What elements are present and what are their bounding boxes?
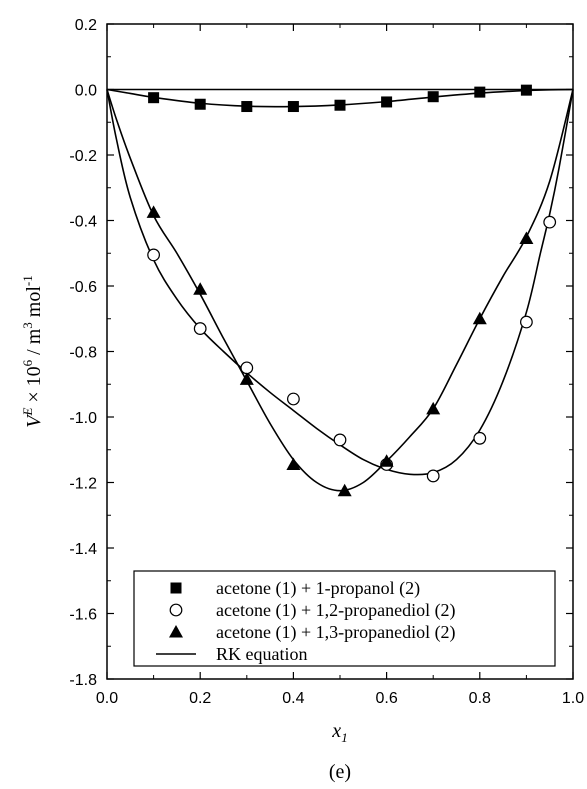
- x-tick-label: 0.6: [375, 690, 397, 707]
- data-point: [543, 215, 557, 229]
- legend-label: acetone (1) + 1-propanol (2): [216, 578, 420, 599]
- legend: acetone (1) + 1-propanol (2)acetone (1) …: [133, 570, 556, 667]
- y-tick-label: 0.0: [75, 83, 97, 100]
- x-tick-label: 1.0: [562, 690, 584, 707]
- figure-caption: (e): [329, 761, 351, 783]
- data-point: [381, 96, 393, 108]
- marker-layer: [146, 84, 557, 497]
- rk-fit-curve: [106, 89, 574, 476]
- data-point: [241, 101, 253, 113]
- data-point: [520, 315, 533, 329]
- legend-box: [133, 570, 556, 667]
- legend-label: acetone (1) + 1,2-propanediol (2): [216, 600, 456, 621]
- data-point: [194, 98, 206, 110]
- data-point: [287, 392, 300, 406]
- y-tick-label: 0.2: [75, 17, 97, 34]
- legend-marker: [169, 625, 183, 638]
- data-point: [193, 322, 207, 335]
- data-point: [334, 99, 346, 111]
- y-tick-label: -0.4: [69, 214, 97, 231]
- y-tick-label: -1.8: [69, 672, 97, 689]
- legend-marker: [170, 582, 182, 594]
- data-point: [379, 454, 394, 467]
- rk-fit-curve: [106, 89, 574, 492]
- y-tick-label: -0.2: [69, 148, 97, 165]
- y-tick-label: -1.6: [69, 607, 97, 624]
- data-point: [426, 469, 440, 483]
- legend-label: acetone (1) + 1,3-propanediol (2): [216, 622, 456, 643]
- data-point: [239, 372, 254, 385]
- data-point: [240, 361, 254, 375]
- legend-marker: [169, 603, 183, 617]
- tick-layer: 0.0 0.2 0.4 0.6 0.8 1.0 0.2 0.0 -0.2 -0.4 -0.6 -0.8…: [69, 17, 584, 707]
- data-point: [427, 91, 439, 103]
- data-point: [333, 433, 347, 447]
- data-point: [520, 84, 532, 96]
- y-tick-label: -1.2: [69, 476, 97, 493]
- data-point: [473, 431, 487, 445]
- data-point: [426, 401, 441, 415]
- data-point: [286, 457, 301, 470]
- y-tick-label: -1.0: [69, 410, 97, 427]
- data-point: [472, 311, 487, 325]
- x-tick-label: 0.4: [282, 690, 304, 707]
- data-point: [148, 92, 160, 104]
- data-point: [287, 101, 299, 113]
- data-point: [193, 282, 208, 295]
- data-point: [474, 86, 486, 98]
- fit-curve-layer: [106, 88, 574, 492]
- x-tick-label: 0.2: [189, 690, 211, 707]
- data-point: [147, 248, 161, 262]
- data-point: [519, 231, 534, 245]
- y-axis-label: VE × 106 / m3 mol-1: [20, 275, 45, 428]
- data-point: [146, 205, 161, 218]
- x-tick-label: 0.8: [469, 690, 491, 707]
- data-point: [337, 483, 352, 497]
- legend-label: RK equation: [216, 644, 308, 664]
- y-tick-label: -0.6: [69, 279, 97, 296]
- x-axis-label: x1: [331, 720, 347, 745]
- y-tick-label: -1.4: [69, 541, 97, 558]
- y-tick-label: -0.8: [69, 345, 97, 362]
- x-tick-label: 0.0: [96, 690, 118, 707]
